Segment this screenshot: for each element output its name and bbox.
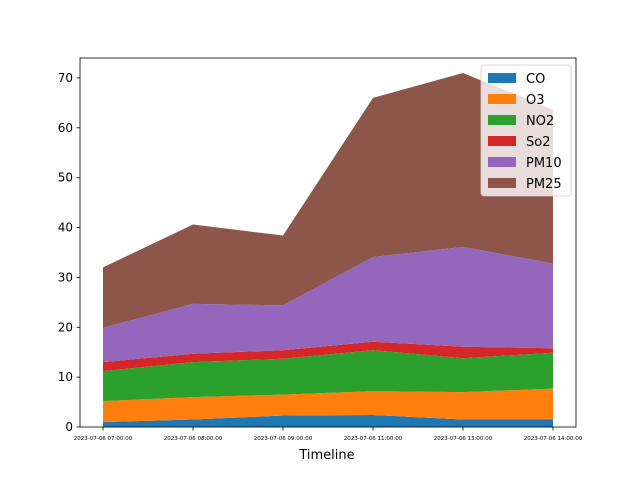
- y-tick-label-40: 40: [58, 221, 73, 235]
- x-axis-label: Timeline: [298, 448, 354, 463]
- y-tick-label-30: 30: [58, 270, 73, 284]
- plot-frame: [79, 57, 577, 428]
- legend-label-so2: So2: [526, 135, 550, 150]
- area-pm10: [103, 246, 553, 363]
- areas-layer: [103, 72, 553, 427]
- area-co: [103, 415, 553, 427]
- y-tick-label-0: 0: [65, 420, 73, 434]
- x-tick-label-1: 2023-07-06 08:00:00: [164, 436, 223, 442]
- legend-swatch-so2: [488, 136, 516, 146]
- x-tick-label-2: 2023-07-06 09:00:00: [254, 436, 313, 442]
- legend-swatch-no2: [488, 115, 516, 125]
- area-pm25: [103, 72, 553, 328]
- y-tick-label-70: 70: [58, 71, 73, 85]
- area-so2: [103, 341, 553, 372]
- legend-label-co: CO: [526, 72, 545, 87]
- axes-layer: 0 10 20 30 40 50 60 70 2023-07-06 07:00:00 2023-0…: [58, 57, 583, 442]
- legend-swatch-co: [488, 73, 516, 83]
- y-tick-label-60: 60: [58, 121, 73, 135]
- y-tick-label-50: 50: [58, 171, 73, 185]
- legend-swatch-pm10: [488, 157, 516, 167]
- x-tick-label-4: 2023-07-06 13:00:00: [434, 436, 493, 442]
- x-tick-label-3: 2023-07-06 11:00:00: [344, 436, 403, 442]
- y-tick-label-20: 20: [58, 320, 73, 334]
- area-o3: [103, 388, 553, 423]
- x-tick-label-0: 2023-07-06 07:00:00: [74, 436, 133, 442]
- legend-swatch-o3: [488, 94, 516, 104]
- legend-label-pm25: PM25: [526, 177, 562, 192]
- x-tick-label-5: 2023-07-06 14:00:00: [524, 436, 583, 442]
- legend-label-no2: NO2: [526, 114, 554, 129]
- y-tick-label-10: 10: [58, 370, 73, 384]
- legend-label-o3: O3: [526, 93, 545, 108]
- area-no2: [103, 350, 553, 402]
- legend-swatch-pm25: [488, 178, 516, 188]
- legend: CO O3 NO2 So2 PM10 PM25: [480, 64, 572, 197]
- legend-label-pm10: PM10: [526, 156, 562, 171]
